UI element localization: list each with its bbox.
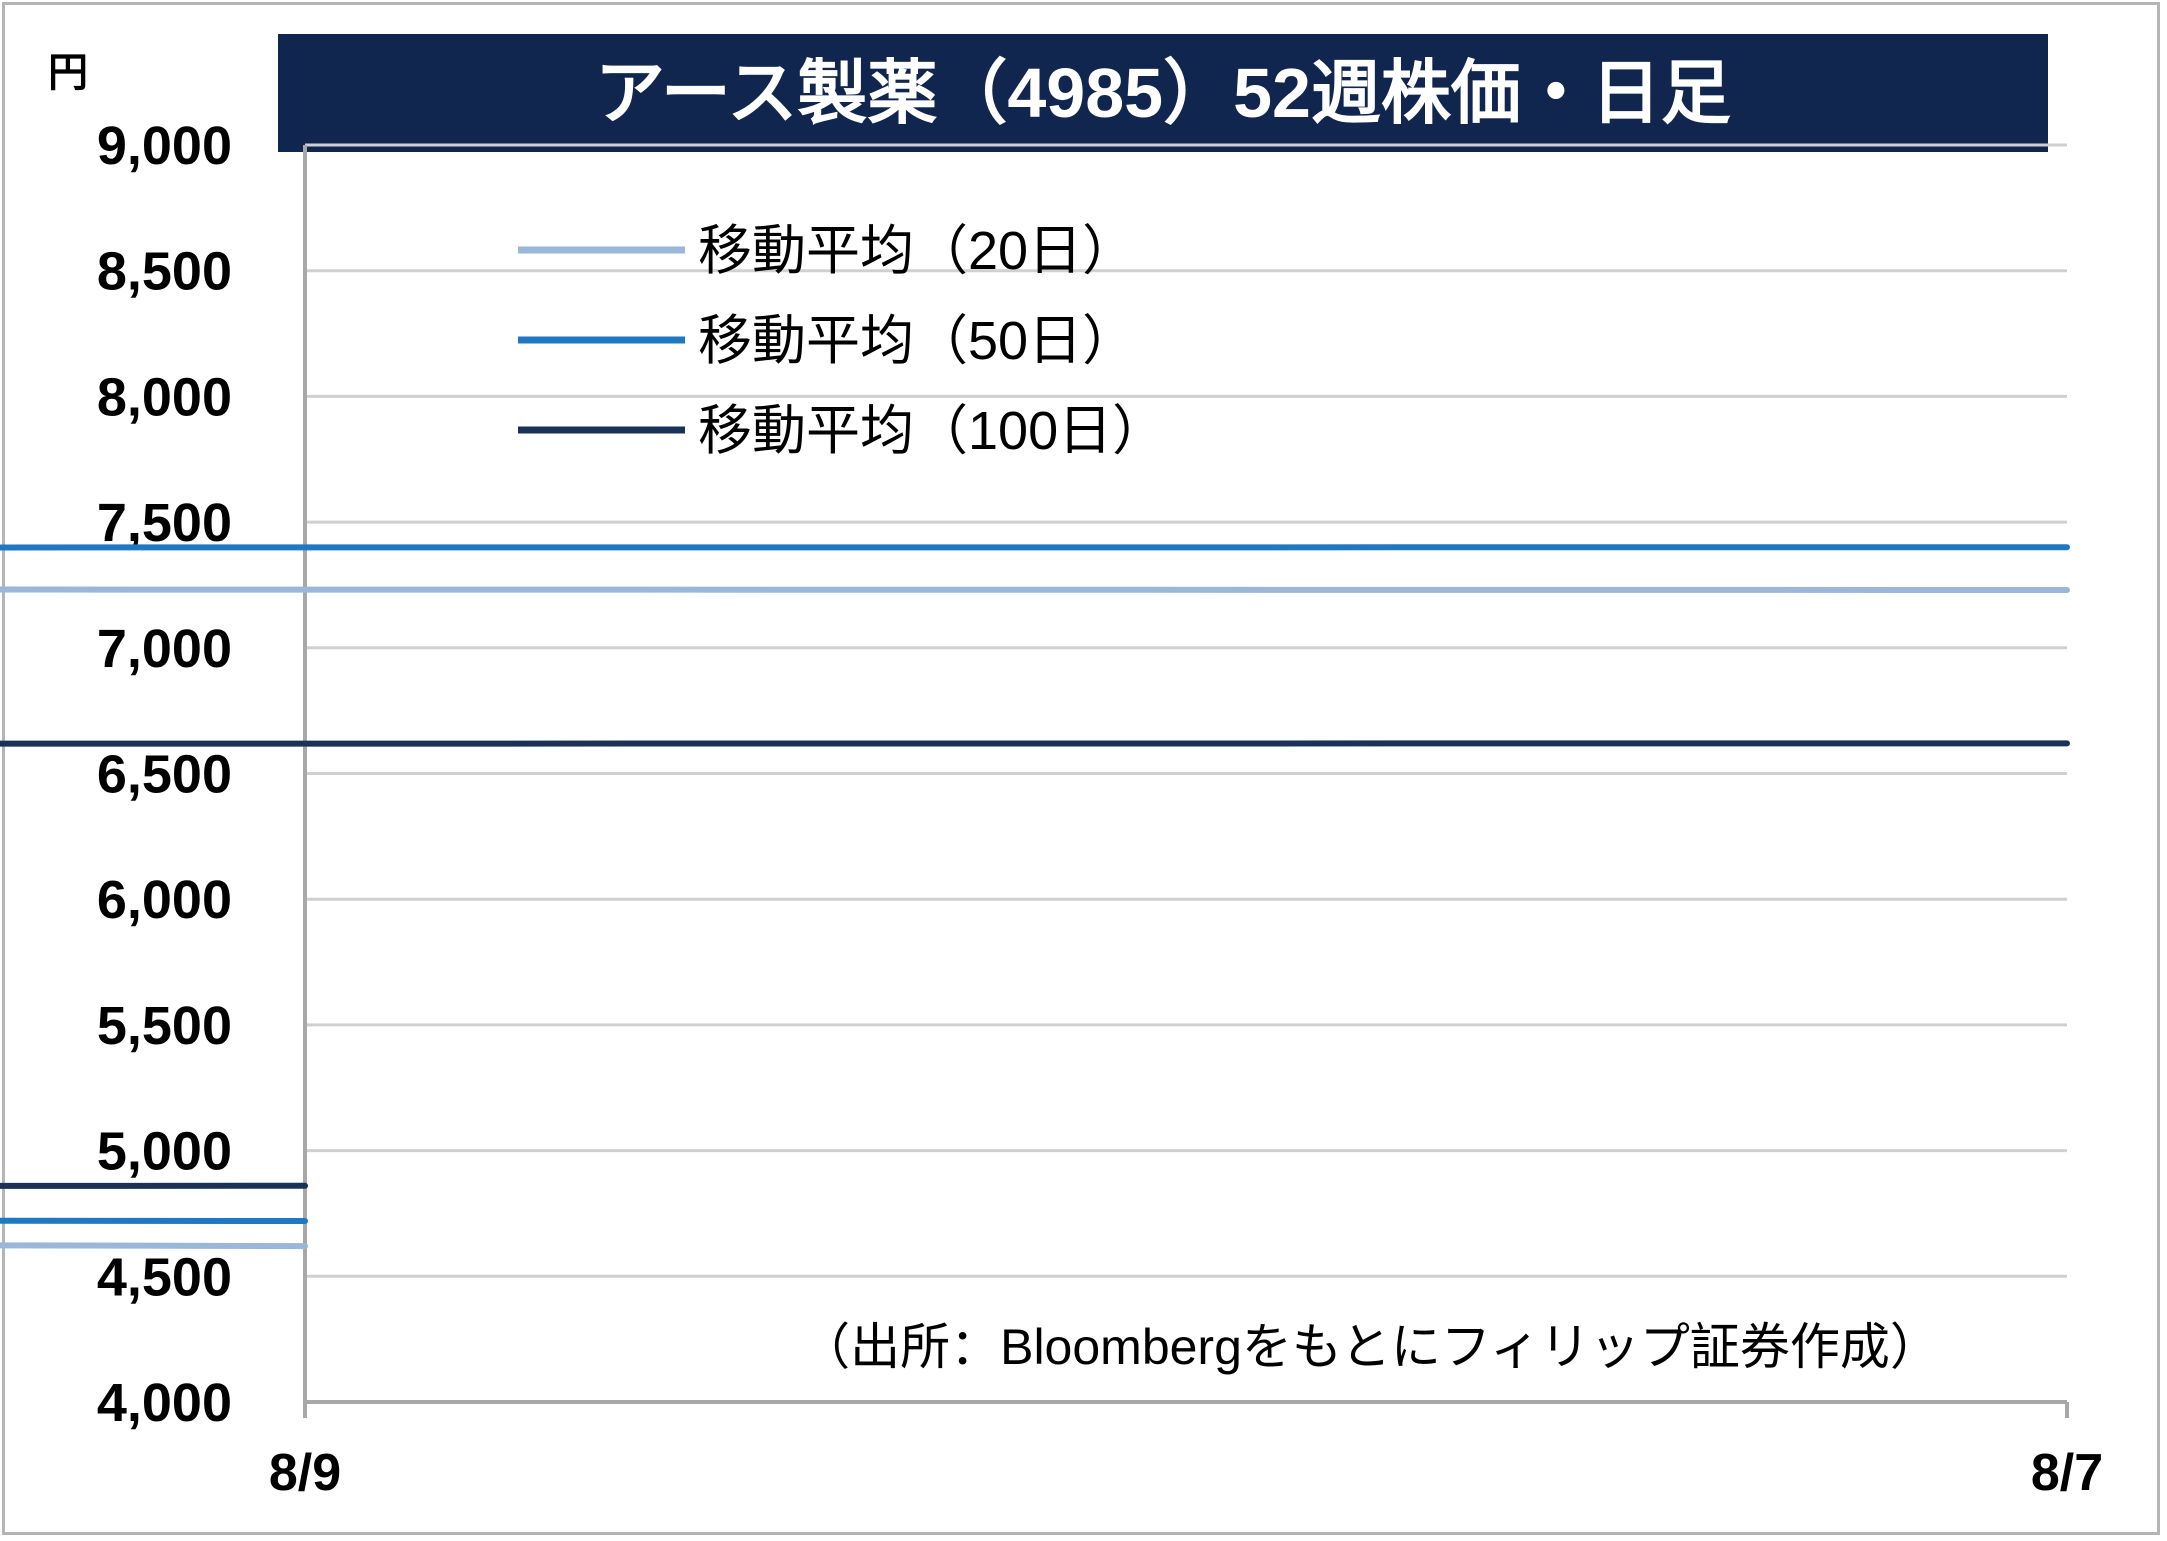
legend-label: 移動平均（100日） bbox=[698, 401, 1166, 461]
y-tick-label: 7,500 bbox=[97, 493, 232, 553]
y-tick-label: 4,000 bbox=[97, 1373, 232, 1433]
y-tick-label: 9,000 bbox=[97, 116, 232, 176]
legend: 移動平均（20日） 移動平均（50日） 移動平均（100日） bbox=[518, 221, 1166, 461]
y-tick-label: 4,500 bbox=[97, 1247, 232, 1307]
ma-line-1 bbox=[0, 479, 2067, 1246]
title-banner bbox=[278, 34, 2048, 152]
y-tick-label: 6,500 bbox=[97, 745, 232, 805]
x-tick-label: 8/7 bbox=[2031, 1444, 2103, 1502]
legend-label: 移動平均（50日） bbox=[698, 311, 1136, 371]
unit-label: 円 bbox=[48, 51, 88, 95]
y-tick-label: 8,500 bbox=[97, 242, 232, 302]
moving-averages bbox=[0, 479, 2067, 1246]
ma-line-3 bbox=[0, 743, 2067, 1188]
x-axis: 8/99/2511/1112/232/103/265/136/248/7 bbox=[269, 1400, 2103, 1502]
chart-title: アース製薬（4985）52週株価・日足 bbox=[595, 54, 1731, 132]
y-tick-label: 6,000 bbox=[97, 870, 232, 930]
gridlines bbox=[305, 143, 2067, 1278]
y-tick-label: 5,500 bbox=[97, 996, 232, 1056]
y-axis: 4,000 4,500 5,000 5,500 6,000 6,500 7,000 7,500… bbox=[97, 116, 307, 1433]
y-tick-label: 7,000 bbox=[97, 619, 232, 679]
y-tick-label: 8,000 bbox=[97, 367, 232, 427]
legend-label: 移動平均（20日） bbox=[698, 221, 1136, 281]
y-tick-label: 5,000 bbox=[97, 1122, 232, 1182]
x-tick-label: 8/9 bbox=[269, 1444, 341, 1502]
source-note: （出所：Bloombergをもとにフィリップ証券作成） bbox=[800, 1319, 1940, 1375]
